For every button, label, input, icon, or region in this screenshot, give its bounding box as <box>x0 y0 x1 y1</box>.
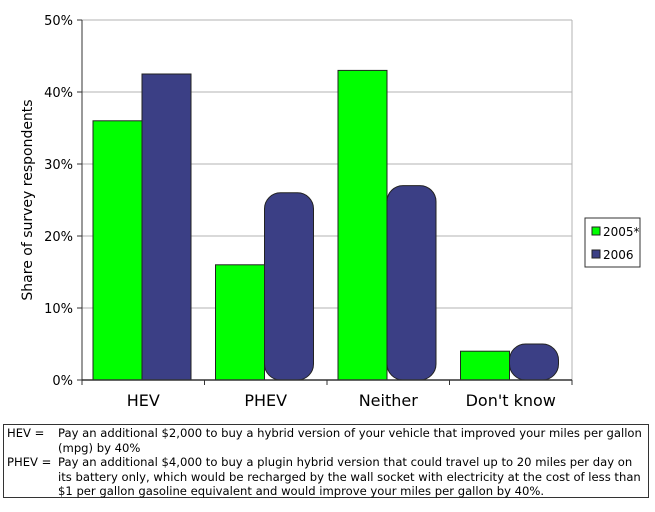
bar-2006-phev <box>264 192 314 381</box>
footnote-text: Pay an additional $4,000 to buy a plugin… <box>58 455 641 498</box>
footnote-label: HEV = <box>7 426 45 440</box>
x-tick-label: Don't know <box>466 391 556 410</box>
y-tick-label: 10% <box>44 302 73 317</box>
bar-2006-neither <box>386 185 437 381</box>
footnote-label: PHEV = <box>7 455 52 469</box>
y-tick-label: 0% <box>52 374 73 389</box>
bar-2005-phev <box>215 264 265 381</box>
legend-label: 2005* <box>603 225 640 239</box>
y-tick-label: 20% <box>44 230 73 245</box>
x-tick-label: HEV <box>127 391 160 410</box>
bar-2005-dontknow <box>460 350 510 381</box>
x-tick-label: Neither <box>359 391 419 410</box>
footnote-phev: PHEV = Pay an additional $4,000 to buy a… <box>7 455 645 499</box>
legend-box <box>584 217 641 268</box>
y-tick-label: 30% <box>44 158 73 173</box>
bar-2005-neither <box>337 69 388 381</box>
y-tick-label: 40% <box>44 86 73 101</box>
footnote-box: HEV = Pay an additional $2,000 to buy a … <box>3 424 649 498</box>
footnote-hev: HEV = Pay an additional $2,000 to buy a … <box>7 426 645 455</box>
y-tick-label: 50% <box>44 14 73 29</box>
bar-2006-dontknow <box>509 343 559 381</box>
bar-chart: 0% 10% 20% 30% 40% 50% HEV PHEV Neither Don't kno… <box>20 14 641 410</box>
bar-2005-hev <box>92 120 143 381</box>
legend-label: 2006 <box>603 248 634 262</box>
bar-2006-hev <box>141 73 192 381</box>
x-tick-label: PHEV <box>244 391 287 410</box>
y-axis-label: Share of survey respondents <box>20 99 36 300</box>
legend-swatch <box>591 249 601 259</box>
footnote-text: Pay an additional $2,000 to buy a hybrid… <box>58 426 642 455</box>
legend-swatch <box>591 226 601 236</box>
